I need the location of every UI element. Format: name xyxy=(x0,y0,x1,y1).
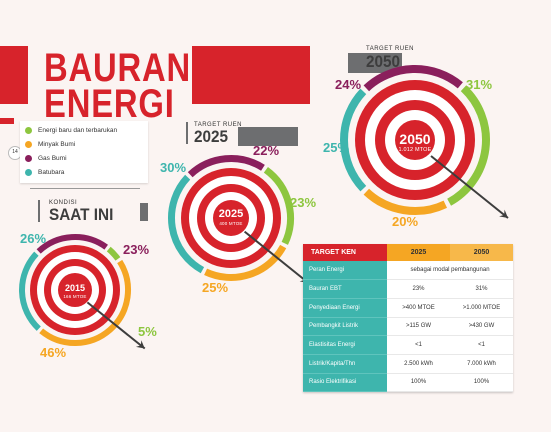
title-line2: ENERGI xyxy=(44,82,175,126)
page-number: 14 xyxy=(12,149,18,155)
section-2050-title: 2050 xyxy=(366,52,401,71)
pct-2025-minyak: 25% xyxy=(202,280,229,295)
grey-bar-2050 xyxy=(348,53,402,73)
arc-minyak xyxy=(204,244,287,281)
center-sub-now: 166 MTOE xyxy=(63,294,87,299)
arrow-shaft xyxy=(86,301,146,350)
arc-ebt xyxy=(447,85,490,206)
table-row: Elastisitas Energi <1 <1 xyxy=(303,335,513,355)
table-row: Pembangkit Listrik >115 GW >430 GW xyxy=(303,317,513,337)
arc-batubara xyxy=(168,174,205,274)
red-stripe-thin xyxy=(0,118,14,124)
section-2025-rule xyxy=(186,122,188,144)
grey-bar-now xyxy=(140,203,148,221)
pct-2025-batubara: 30% xyxy=(160,160,187,175)
table-cell-2050: 100% xyxy=(450,373,513,393)
table-cell-2025: 100% xyxy=(387,373,450,393)
table-row-label: Listrik/Kapita/Thn xyxy=(303,354,387,374)
table-row-label: Pembangkit Listrik xyxy=(303,317,387,337)
arrow-shaft xyxy=(243,230,310,284)
arc-ebt xyxy=(263,166,294,245)
arc-batubara xyxy=(19,251,41,331)
center-year-2050: 2050 xyxy=(399,131,431,147)
target-ring xyxy=(58,273,92,307)
arc-batubara xyxy=(340,88,367,192)
pct-now-ebt: 5% xyxy=(138,324,157,339)
table-cell-2050: >1.000 MTOE xyxy=(450,298,513,318)
legend-item-ebt: Energi baru dan terbarukan xyxy=(25,127,118,134)
title-line1: BAURAN xyxy=(44,46,192,90)
table-row-label: Bauran EBT xyxy=(303,279,387,299)
arc-minyak xyxy=(363,188,448,215)
legend-item-gas: Gas Bumi xyxy=(25,155,67,162)
center-year-2025: 2025 xyxy=(218,208,244,220)
legend-label: Minyak Bumi xyxy=(38,141,76,148)
table-header-2025: 2025 xyxy=(387,244,450,261)
ken-target-table: TARGET KEN 2025 2050 Peran Energi sebaga… xyxy=(303,244,513,393)
table-cell-2050: 7.000 kWh xyxy=(450,354,513,374)
legend-label: Energi baru dan terbarukan xyxy=(38,127,118,134)
target-ring xyxy=(395,120,435,160)
arc-ebt xyxy=(106,246,121,261)
arrow-fletching xyxy=(135,340,145,349)
pct-2050-minyak: 20% xyxy=(392,214,419,229)
table-row-label: Rasio Elektrifikasi xyxy=(303,373,387,393)
table-cell-2025: >115 GW xyxy=(387,317,450,337)
table-header-2050: 2050 xyxy=(450,244,513,261)
section-2050-small: TARGET RUEN xyxy=(366,46,414,52)
section-now-rule xyxy=(38,200,40,222)
legend-item-batubara: Batubara xyxy=(25,169,65,176)
center-sub-2025: 400 MTOE xyxy=(219,221,243,226)
legend-label: Batubara xyxy=(38,169,65,176)
table-cell-2025: >400 MTOE xyxy=(387,298,450,318)
table-row: Bauran EBT 23% 31% xyxy=(303,279,513,299)
table-row: Penyediaan Energi >400 MTOE >1.000 MTOE xyxy=(303,298,513,318)
table-cell-2050: <1 xyxy=(450,335,513,355)
legend-item-minyak: Minyak Bumi xyxy=(25,141,76,148)
pct-now-minyak: 46% xyxy=(40,345,67,360)
table-cell-2025: <1 xyxy=(387,335,450,355)
section-now-small: KONDISI xyxy=(49,200,78,206)
table-cell-2050: 31% xyxy=(450,279,513,299)
pct-now-gas: 23% xyxy=(123,242,150,257)
section-2025-small: TARGET RUEN xyxy=(194,122,242,128)
arrow-shaft xyxy=(430,155,509,219)
legend-label: Gas Bumi xyxy=(38,155,67,162)
pct-2050-batubara: 25% xyxy=(323,140,350,155)
arc-minyak xyxy=(39,259,131,346)
section-now-title: SAAT INI xyxy=(49,205,114,224)
table-header-label: TARGET KEN xyxy=(303,244,387,261)
table-row-label: Peran Energi xyxy=(303,261,387,281)
grey-line-legend xyxy=(30,188,140,189)
section-2025-title: 2025 xyxy=(194,127,229,146)
pct-2025-gas: 22% xyxy=(253,143,280,158)
table-row: Peran Energi sebagai modal pembangunan xyxy=(303,261,513,281)
table-cell-2025: 23% xyxy=(387,279,450,299)
table-row-label: Elastisitas Energi xyxy=(303,335,387,355)
pct-2050-ebt: 31% xyxy=(466,77,493,92)
red-stripe-left xyxy=(0,46,28,104)
arc-gas xyxy=(363,65,463,92)
table-row: Rasio Elektrifikasi 100% 100% xyxy=(303,373,513,393)
table-cell-span: sebagai modal pembangunan xyxy=(387,261,513,281)
grey-bar-2025 xyxy=(238,127,298,146)
table-cell-2025: 2.500 kWh xyxy=(387,354,450,374)
red-stripe-right xyxy=(192,46,310,104)
center-year-now: 2015 xyxy=(64,283,86,293)
table-header-row: TARGET KEN 2025 2050 xyxy=(303,244,513,261)
table-row-label: Penyediaan Energi xyxy=(303,298,387,318)
pct-now-batubara: 26% xyxy=(20,231,47,246)
pct-2050-gas: 24% xyxy=(335,77,362,92)
center-sub-2050: 1.012 MTOE xyxy=(398,147,432,153)
pct-2025-ebt: 23% xyxy=(290,195,317,210)
legend: Energi baru dan terbarukan Minyak Bumi G… xyxy=(20,121,148,183)
target-ring xyxy=(213,200,249,236)
arc-gas xyxy=(36,234,108,254)
arrow-fletching xyxy=(499,209,508,218)
arc-gas xyxy=(187,155,265,178)
table-row: Listrik/Kapita/Thn 2.500 kWh 7.000 kWh xyxy=(303,354,513,374)
table-cell-2050: >430 GW xyxy=(450,317,513,337)
